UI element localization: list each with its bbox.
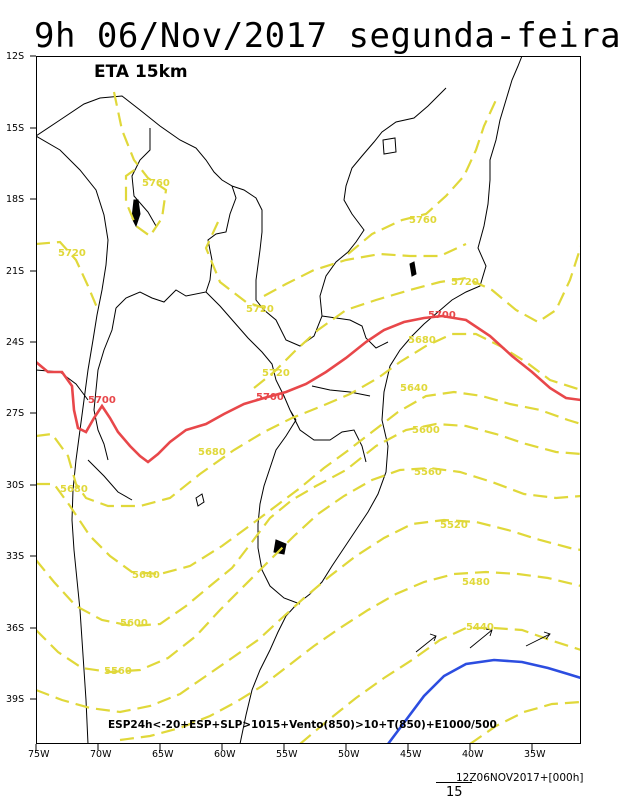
contour-label: 5700 <box>88 395 116 406</box>
lat-tick-label: 39S <box>6 694 25 705</box>
contour-5720-mid <box>204 221 265 310</box>
lon-tick-label: 50W <box>338 749 360 760</box>
contour-blue <box>386 658 581 744</box>
country-borders <box>36 87 447 605</box>
contour-5520 <box>36 518 581 714</box>
contour-5680 <box>36 332 581 508</box>
contour-label: 5700 <box>256 392 284 403</box>
contour-label: 5680 <box>198 447 226 458</box>
contour-label: 5480 <box>462 577 490 588</box>
lat-tick-label: 30S <box>6 480 25 491</box>
forecast-timestamp: 12Z06NOV2017+[000h] <box>456 772 584 784</box>
map-title: 9h 06/Nov/2017 segunda-feira <box>34 16 618 56</box>
wind-vectors <box>415 628 551 653</box>
contour-5760-east <box>347 99 497 255</box>
lat-tick-label: 27S <box>6 408 25 419</box>
contour-5480 <box>119 570 581 742</box>
contour-label: 5600 <box>412 425 440 436</box>
lat-tick-label: 36S <box>6 623 25 634</box>
contour-label: 5720 <box>246 304 274 315</box>
contour-5700 <box>36 314 581 464</box>
reference-vector-line <box>436 782 472 783</box>
contour-label: 5600 <box>120 618 148 629</box>
lat-tick-label: 12S <box>6 51 25 62</box>
lon-tick-label: 75W <box>28 749 50 760</box>
contour-label: 5720 <box>262 368 290 379</box>
lat-tick-label: 15S <box>6 123 25 134</box>
contour-label: 5720 <box>451 277 479 288</box>
contour-label: 5760 <box>409 215 437 226</box>
lon-tick-label: 65W <box>152 749 174 760</box>
contour-label: 5560 <box>104 666 132 677</box>
contour-5400 <box>469 700 581 744</box>
model-label: ETA 15km <box>94 62 188 82</box>
contour-label: 5720 <box>58 248 86 259</box>
lon-tick-label: 40W <box>462 749 484 760</box>
contour-5760-west <box>112 91 168 238</box>
lon-tick-label: 35W <box>524 749 546 760</box>
contour-label: 5700 <box>428 310 456 321</box>
map-frame <box>36 56 581 744</box>
lat-tick-label: 21S <box>6 266 25 277</box>
lon-tick-label: 60W <box>214 749 236 760</box>
contour-label: 5440 <box>466 622 494 633</box>
lat-tick-label: 33S <box>6 551 25 562</box>
contour-label: 5640 <box>400 383 428 394</box>
lake-outline <box>195 137 397 507</box>
contour-label: 5760 <box>142 178 170 189</box>
contour-5440 <box>299 626 581 744</box>
contour-5560 <box>36 466 581 674</box>
contour-5640 <box>36 390 581 576</box>
axis-ticks <box>30 55 533 750</box>
contour-label: 5520 <box>440 520 468 531</box>
lon-tick-label: 55W <box>276 749 298 760</box>
lat-tick-label: 24S <box>6 337 25 348</box>
reference-vector-label: 15 <box>446 785 463 800</box>
lon-tick-label: 70W <box>90 749 112 760</box>
contour-5720-west <box>36 240 100 311</box>
contour-5720-main <box>253 245 581 389</box>
contour-label: 5640 <box>132 570 160 581</box>
lat-tick-label: 18S <box>6 194 25 205</box>
contour-label: 5680 <box>60 484 88 495</box>
lon-tick-label: 45W <box>400 749 422 760</box>
contour-5720-north <box>263 243 467 297</box>
legend-text: ESP24h<-20+ESP+SLP>1015+Vento(850)>10+T(… <box>108 719 497 731</box>
contour-label: 5680 <box>408 335 436 346</box>
contour-label: 5560 <box>414 467 442 478</box>
contour-5600 <box>36 422 581 628</box>
